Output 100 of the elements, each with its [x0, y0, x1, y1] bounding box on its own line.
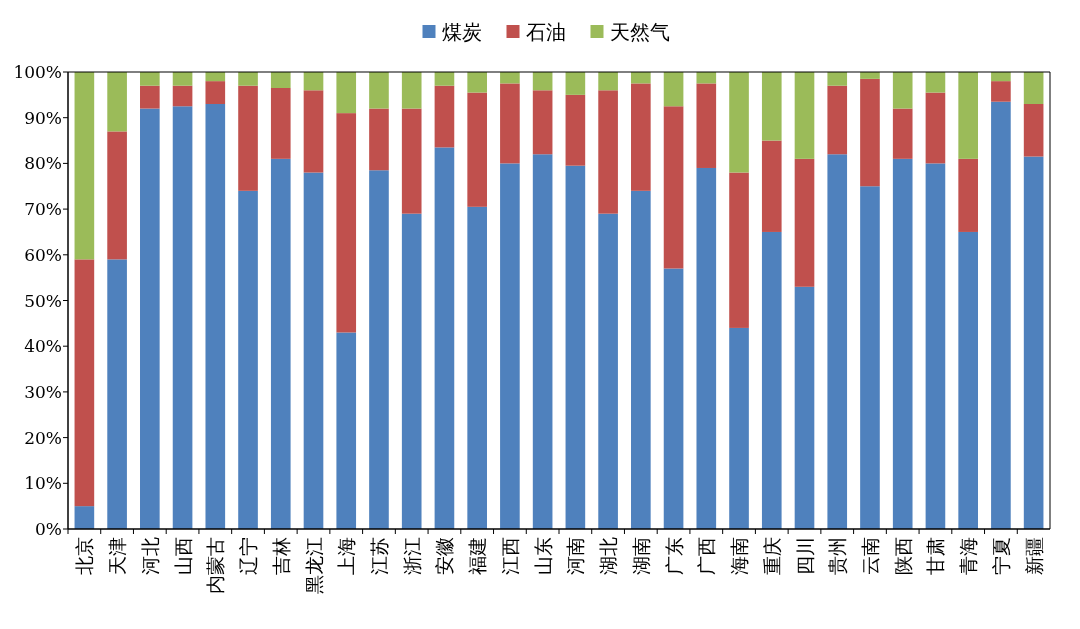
bar [1023, 72, 1044, 104]
bar [401, 72, 422, 109]
y-tick-label: 70% [24, 199, 62, 220]
bar [860, 186, 880, 529]
bar [369, 72, 389, 109]
y-tick-label: 0% [35, 519, 62, 539]
bar [238, 85, 258, 191]
x-tick-label: 新疆 [1022, 537, 1045, 575]
x-tick-label: 云南 [858, 537, 881, 575]
bar [74, 506, 95, 529]
y-tick-label: 80% [24, 153, 62, 174]
bar [991, 101, 1011, 529]
legend-label: 石油 [525, 20, 566, 44]
y-tick-label: 60% [24, 244, 62, 265]
legend-label: 煤炭 [441, 20, 482, 44]
x-tick-label: 宁夏 [989, 537, 1012, 575]
bar [270, 88, 291, 159]
x-tick-label: 海南 [728, 537, 751, 575]
bar [369, 170, 389, 529]
bar [794, 286, 815, 529]
bar [925, 163, 946, 529]
bar [761, 231, 782, 529]
bar [74, 72, 95, 260]
bar [303, 90, 324, 173]
x-tick-label: 辽宁 [237, 537, 260, 575]
bar [336, 332, 357, 529]
bar [565, 165, 586, 529]
bar [598, 213, 618, 529]
bar [663, 106, 684, 269]
bar [500, 83, 520, 164]
bar [467, 92, 487, 207]
bar [729, 72, 749, 173]
bar [107, 72, 127, 132]
x-tick-label: 福建 [466, 537, 489, 575]
bar [1023, 156, 1044, 529]
bar [172, 72, 193, 86]
x-tick-label: 广西 [695, 537, 718, 575]
bar [336, 113, 357, 333]
bar [467, 206, 487, 529]
bar [434, 147, 455, 529]
y-tick-label: 40% [24, 336, 62, 357]
bar [205, 81, 226, 104]
bar [270, 158, 291, 529]
bar [663, 72, 684, 107]
x-tick-label: 河北 [138, 537, 161, 575]
bar [434, 72, 455, 86]
bar [238, 72, 258, 86]
bar [467, 72, 487, 93]
x-tick-label: 贵州 [826, 537, 849, 575]
bar [532, 154, 553, 529]
bar [892, 72, 913, 109]
x-tick-label: 山西 [171, 537, 194, 575]
bar [794, 158, 815, 287]
y-tick-label: 100% [13, 62, 62, 82]
bar [794, 72, 815, 159]
x-tick-label: 青海 [957, 537, 980, 575]
bar [729, 327, 749, 529]
y-tick-label: 50% [24, 290, 62, 311]
bar [729, 172, 749, 328]
x-tick-label: 江苏 [367, 537, 390, 575]
bar [434, 85, 455, 148]
x-tick-label: 吉林 [269, 537, 292, 575]
bar [500, 163, 520, 529]
x-tick-label: 北京 [73, 537, 96, 575]
bar [892, 108, 913, 159]
bar [925, 72, 946, 93]
bar [565, 72, 586, 95]
y-tick-label: 10% [24, 473, 62, 494]
bar [663, 268, 684, 529]
bar [336, 72, 357, 114]
legend-label: 天然气 [609, 20, 670, 44]
bar [991, 81, 1011, 102]
x-tick-label: 上海 [335, 537, 358, 575]
bar [107, 131, 127, 260]
bar [631, 83, 651, 191]
x-tick-label: 陕西 [891, 537, 914, 575]
bar [532, 72, 553, 91]
bar [696, 83, 717, 168]
bar [303, 172, 324, 529]
x-tick-label: 重庆 [760, 537, 783, 575]
x-tick-label: 广东 [662, 537, 685, 575]
bar [74, 259, 95, 507]
x-tick-label: 四川 [793, 537, 816, 575]
bar [172, 85, 193, 107]
bar [401, 108, 422, 214]
y-tick-label: 90% [24, 107, 62, 128]
bar [565, 94, 586, 166]
x-tick-label: 河南 [564, 537, 587, 575]
bar [860, 78, 880, 187]
bar [761, 140, 782, 232]
bar [532, 90, 553, 155]
bar [1023, 103, 1044, 157]
bar [827, 72, 848, 86]
bar [827, 154, 848, 529]
bar [958, 72, 978, 159]
y-tick-label: 30% [24, 381, 62, 402]
bar [172, 106, 193, 529]
bar [238, 190, 258, 529]
x-tick-label: 安徽 [433, 537, 456, 575]
x-tick-label: 内蒙古 [204, 537, 227, 594]
